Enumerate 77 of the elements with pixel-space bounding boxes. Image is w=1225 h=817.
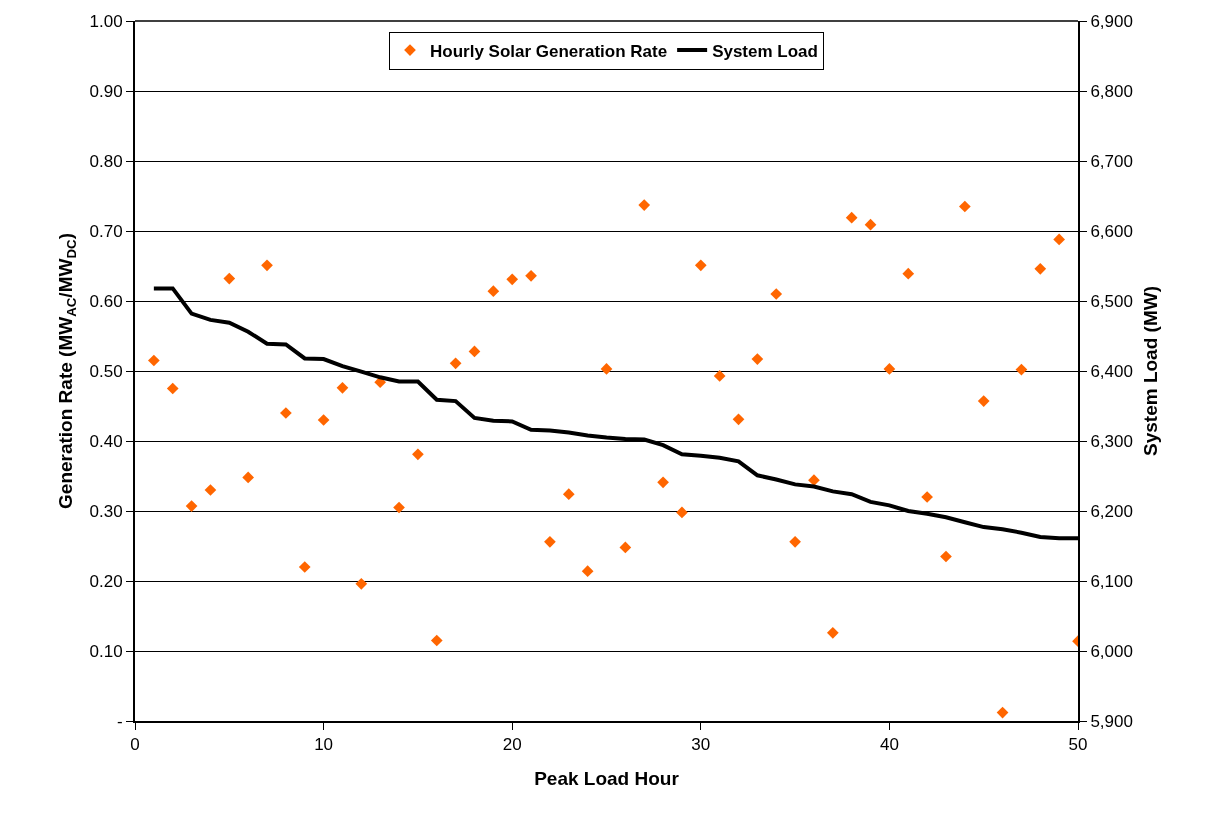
point — [732, 413, 745, 426]
point — [317, 414, 330, 426]
point — [525, 269, 537, 282]
point — [977, 395, 990, 407]
y-tick-label: 1.00 — [89, 11, 123, 31]
y-tick-label: 0.20 — [89, 571, 123, 591]
point — [204, 484, 217, 496]
y2-tick-label: 6,100 — [1090, 571, 1133, 591]
y2-tick-label: 6,600 — [1090, 221, 1133, 241]
legend-label: Hourly Solar Generation Rate — [430, 41, 668, 61]
point — [430, 634, 443, 647]
point — [770, 288, 783, 300]
y2-tick-label: 6,900 — [1090, 11, 1133, 31]
point — [958, 200, 971, 213]
point — [657, 476, 669, 489]
x-axis-title: Peak Load Hour — [534, 767, 680, 789]
y2-tick-label: 6,800 — [1090, 81, 1133, 101]
point — [864, 218, 877, 231]
y-tick-label: 0.50 — [89, 361, 123, 381]
x-tick-label: 30 — [691, 735, 711, 755]
point — [1053, 233, 1065, 246]
x-tick-label: 40 — [879, 735, 899, 755]
point — [619, 541, 632, 554]
point — [826, 626, 839, 639]
point — [298, 561, 311, 573]
point — [355, 577, 368, 590]
point — [242, 471, 255, 484]
point — [581, 565, 594, 578]
point — [751, 353, 764, 365]
y2-tick-label: 6,400 — [1090, 361, 1133, 381]
y-tick-label: 0.70 — [89, 221, 123, 241]
point — [883, 363, 896, 375]
point — [449, 357, 462, 370]
y2-tick-label: 6,300 — [1090, 431, 1133, 451]
y-tick-label: 0.30 — [89, 501, 123, 521]
y2-tick-label: 6,700 — [1090, 151, 1133, 171]
point — [600, 363, 613, 375]
y2-tick-label: 6,000 — [1090, 641, 1133, 661]
y-tick-label: 0.80 — [89, 151, 123, 171]
x-tick-label: 50 — [1068, 735, 1088, 755]
point — [996, 706, 1009, 719]
point — [468, 345, 481, 358]
point — [185, 500, 198, 512]
y-tick-label: 0.60 — [89, 291, 123, 311]
point — [713, 370, 726, 382]
point — [940, 550, 952, 563]
point — [393, 501, 405, 514]
point — [676, 506, 688, 519]
y-tick-label: 0.10 — [89, 641, 123, 661]
point — [412, 448, 424, 461]
point — [845, 211, 858, 224]
y2-axis-title: System Load (MW) — [1140, 286, 1162, 456]
y2-tick-label: 6,200 — [1090, 501, 1133, 521]
y-tick-label: 0.90 — [89, 81, 123, 101]
y2-tick-label: 6,500 — [1090, 291, 1133, 311]
x-tick-label: 0 — [130, 735, 140, 755]
point — [336, 381, 349, 394]
y-tick-label: 0.40 — [89, 431, 123, 451]
point — [694, 259, 707, 272]
point — [487, 285, 500, 298]
point — [789, 535, 801, 548]
point — [261, 259, 273, 272]
point — [562, 488, 575, 501]
point — [1015, 363, 1028, 376]
point — [148, 354, 160, 367]
point — [223, 272, 236, 285]
point — [902, 267, 915, 280]
y-tick-label: - — [116, 711, 123, 731]
point — [166, 382, 179, 395]
x-tick-label: 10 — [314, 735, 334, 755]
point — [544, 535, 556, 548]
legend-label: System Load — [712, 41, 818, 61]
point — [1034, 262, 1047, 275]
point — [638, 199, 651, 211]
point — [506, 273, 519, 286]
y2-tick-label: 5,900 — [1090, 711, 1133, 731]
x-tick-label: 20 — [502, 735, 522, 755]
